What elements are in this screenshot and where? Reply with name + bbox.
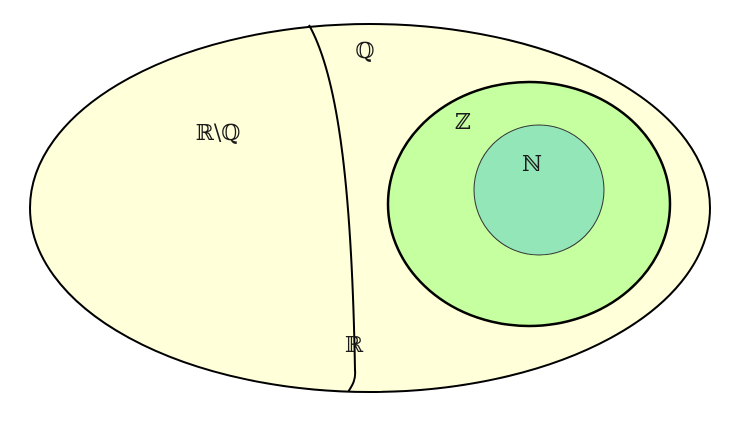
naturals-set-circle bbox=[473, 124, 605, 256]
irrationals-label: ℝ\ℚ bbox=[196, 121, 241, 146]
integers-label: ℤ bbox=[455, 110, 471, 135]
rational-irrational-divider bbox=[308, 24, 357, 393]
reals-label: ℝ bbox=[345, 333, 364, 358]
rationals-label: ℚ bbox=[355, 39, 374, 64]
naturals-label: ℕ bbox=[522, 152, 542, 177]
